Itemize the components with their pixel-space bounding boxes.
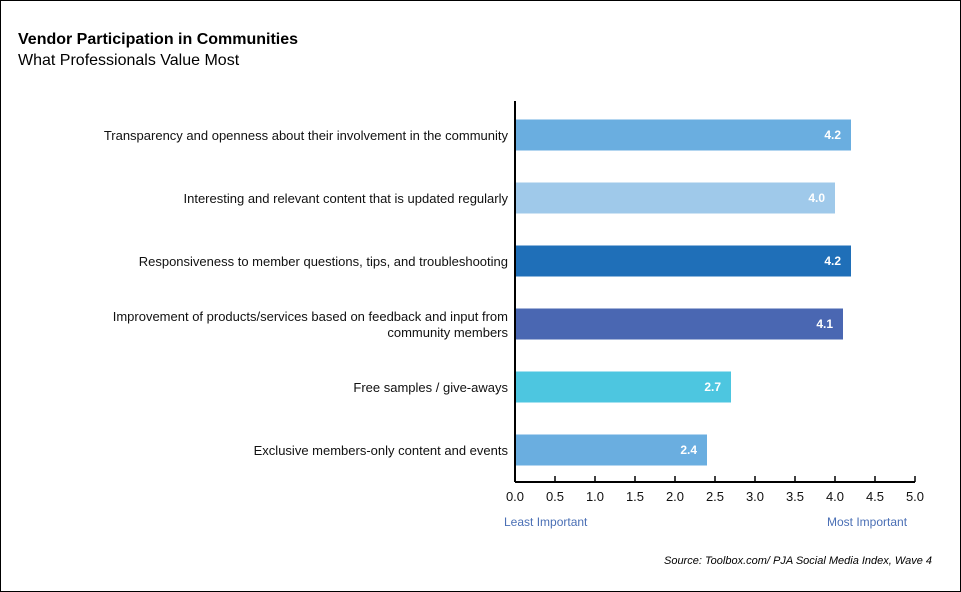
category-label: Exclusive members-only content and event… [254,443,509,458]
x-tick-label: 0.0 [506,489,524,504]
x-min-label: Least Important [504,515,588,529]
chart-title: Vendor Participation in Communities [18,31,299,48]
x-tick-label: 1.5 [626,489,644,504]
category-label: Interesting and relevant content that is… [184,191,509,206]
bar [516,371,731,403]
category-label: Transparency and openness about their in… [104,128,509,143]
category-label: Responsiveness to member questions, tips… [139,254,508,269]
x-tick-label: 0.5 [546,489,564,504]
x-tick-label: 3.5 [786,489,804,504]
x-tick-label: 4.5 [866,489,884,504]
data-label: 2.7 [704,380,721,394]
category-label: Improvement of products/services based o… [113,309,508,324]
x-tick-label: 4.0 [826,489,844,504]
data-label: 4.1 [816,317,833,331]
x-tick-label: 1.0 [586,489,604,504]
bar [516,119,851,151]
x-tick-label: 2.0 [666,489,684,504]
category-label: community members [387,325,508,340]
data-label: 4.2 [824,128,841,142]
bar [516,308,843,340]
x-max-label: Most Important [827,515,908,529]
bar [516,434,707,466]
chart-subtitle: What Professionals Value Most [18,52,240,69]
x-tick-label: 2.5 [706,489,724,504]
bar [516,245,851,277]
data-label: 2.4 [680,443,697,457]
x-tick-label: 5.0 [906,489,924,504]
bar [516,182,835,214]
data-label: 4.0 [808,191,825,205]
x-tick-label: 3.0 [746,489,764,504]
data-label: 4.2 [824,254,841,268]
source-note: Source: Toolbox.com/ PJA Social Media In… [663,555,932,567]
category-label: Free samples / give-aways [353,380,508,395]
